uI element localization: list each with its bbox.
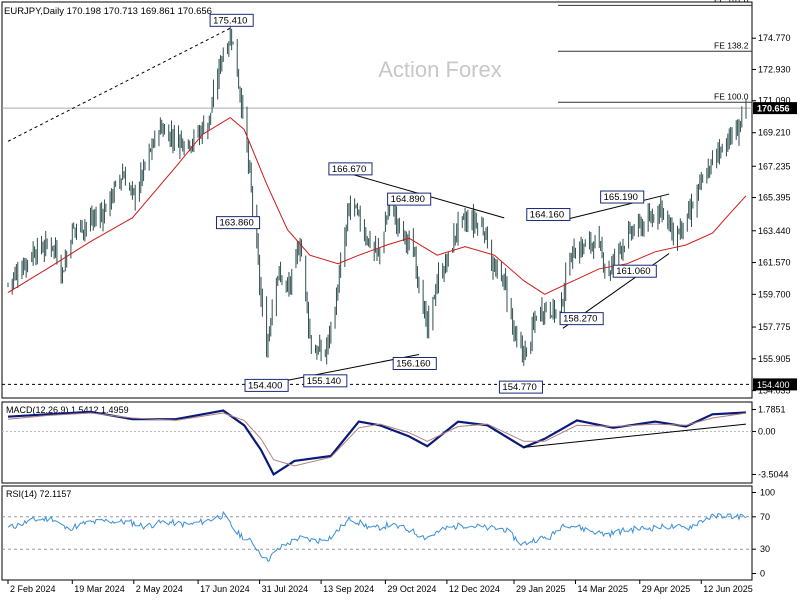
rsi-axis-label: 100: [760, 487, 775, 497]
price-annotation-text: 155.140: [307, 376, 341, 387]
trendline: [569, 193, 670, 220]
rsi-axis-label: 30: [760, 544, 770, 554]
price-annotation-text: 158.270: [563, 314, 597, 325]
price-annotation-box: [209, 13, 254, 27]
candles-group: [7, 25, 747, 366]
macd-axis-label: 0.00: [758, 426, 776, 436]
x-axis-label: 29 Jan 2025: [516, 584, 566, 594]
moving-average-line: [7, 116, 747, 295]
x-axis-label: 12 Dec 2024: [449, 584, 500, 594]
price-annotation: 158.270: [559, 312, 604, 326]
price-annotation-box: [303, 374, 348, 388]
rsi-panel-frame: [1, 485, 753, 581]
last-price-label: 170.656: [757, 104, 790, 114]
macd-panel-frame: [1, 401, 753, 484]
price-annotation: 154.770: [498, 380, 544, 394]
watermark: Action Forex: [378, 57, 502, 82]
price-annotation-box: [215, 216, 261, 230]
x-axis-label: 13 Sep 2024: [323, 584, 374, 594]
fib-extension-label: FE 138.2: [714, 40, 749, 50]
price-annotation: 164.890: [387, 192, 432, 206]
price-annotation-box: [244, 378, 289, 392]
price-axis-label: 163.440: [758, 226, 791, 236]
price-annotation-text: 154.400: [248, 380, 282, 391]
rsi-axis-label: 0: [760, 569, 765, 579]
price-annotation: 165.190: [600, 190, 645, 204]
price-annotation: 166.670: [328, 162, 373, 176]
price-annotation: 154.400: [244, 378, 289, 392]
x-axis-label: 12 Jun 2025: [703, 584, 753, 594]
price-axis-label: 174.770: [758, 33, 791, 43]
price-axis-label: 157.775: [758, 322, 791, 332]
price-annotation-text: 166.670: [332, 164, 366, 175]
support-level-label: 154.400: [757, 380, 790, 390]
price-annotation: 161.060: [612, 264, 657, 278]
price-annotation-box: [392, 356, 437, 370]
x-axis-label: 29 Oct 2024: [387, 584, 436, 594]
price-annotation-box: [387, 192, 432, 206]
price-annotation-box: [526, 208, 571, 222]
price-annotation-text: 154.770: [502, 382, 536, 393]
price-annotation-text: 164.890: [391, 194, 425, 205]
price-axis-label: 167.235: [758, 161, 791, 171]
chart-header: EURJPY,Daily 170.198 170.713 169.861 170…: [4, 6, 212, 17]
price-axis-label: 154.035: [758, 386, 791, 396]
x-axis-label: 19 Mar 2024: [74, 584, 125, 594]
price-axis-label: 161.570: [758, 258, 791, 268]
price-annotation-box: [600, 190, 645, 204]
x-axis-label: 17 Jun 2024: [200, 584, 250, 594]
fib-extension-label: FE 100.0: [714, 91, 749, 101]
price-annotation: 156.160: [392, 356, 437, 370]
macd-title: MACD(12,26,9) 1.5412 1.4959: [6, 405, 129, 415]
price-axis-label: 159.700: [758, 289, 791, 299]
price-axis-label: 172.930: [758, 64, 791, 74]
macd-trendline: [523, 423, 747, 448]
price-annotation-text: 161.060: [616, 266, 650, 277]
x-axis-label: 14 Mar 2025: [577, 584, 628, 594]
x-axis-label: 2 Feb 2024: [10, 584, 56, 594]
macd-signal-line: [7, 412, 747, 467]
fib-extension-label: FE 161.8: [714, 0, 749, 4]
price-annotation-box: [498, 380, 544, 394]
price-annotation-text: 163.860: [219, 218, 253, 229]
price-panel-frame: [1, 1, 753, 399]
price-annotation-box: [559, 312, 604, 326]
price-axis-label: 155.905: [758, 354, 791, 364]
x-axis-label: 29 Apr 2025: [642, 584, 691, 594]
macd-axis-label: -3.5044: [758, 469, 789, 479]
price-axis-label: 165.395: [758, 193, 791, 203]
x-axis-label: 2 May 2024: [136, 584, 183, 594]
rsi-line: [7, 510, 747, 563]
price-annotation-text: 156.160: [396, 358, 430, 369]
price-annotation-box: [328, 162, 373, 176]
rsi-title: RSI(14) 72.1157: [6, 489, 71, 499]
macd-axis-label: 1.7851: [758, 405, 786, 415]
last-price-box: [753, 102, 797, 115]
price-annotation-text: 164.160: [530, 210, 564, 221]
price-annotation: 164.160: [526, 208, 571, 222]
price-annotation: 175.410: [209, 13, 254, 27]
price-annotation-text: 165.190: [604, 192, 638, 203]
price-axis-label: 169.210: [758, 128, 791, 138]
price-annotation-text: 175.410: [213, 15, 247, 26]
price-annotation: 155.140: [303, 374, 348, 388]
macd-macd-line: [7, 409, 747, 476]
support-level-box: [753, 378, 797, 391]
price-annotation: 163.860: [215, 216, 261, 230]
rsi-axis-label: 70: [760, 512, 770, 522]
x-axis-label: 31 Jul 2024: [262, 584, 309, 594]
price-annotation-box: [612, 264, 657, 278]
price-axis-label: 171.090: [758, 96, 791, 106]
